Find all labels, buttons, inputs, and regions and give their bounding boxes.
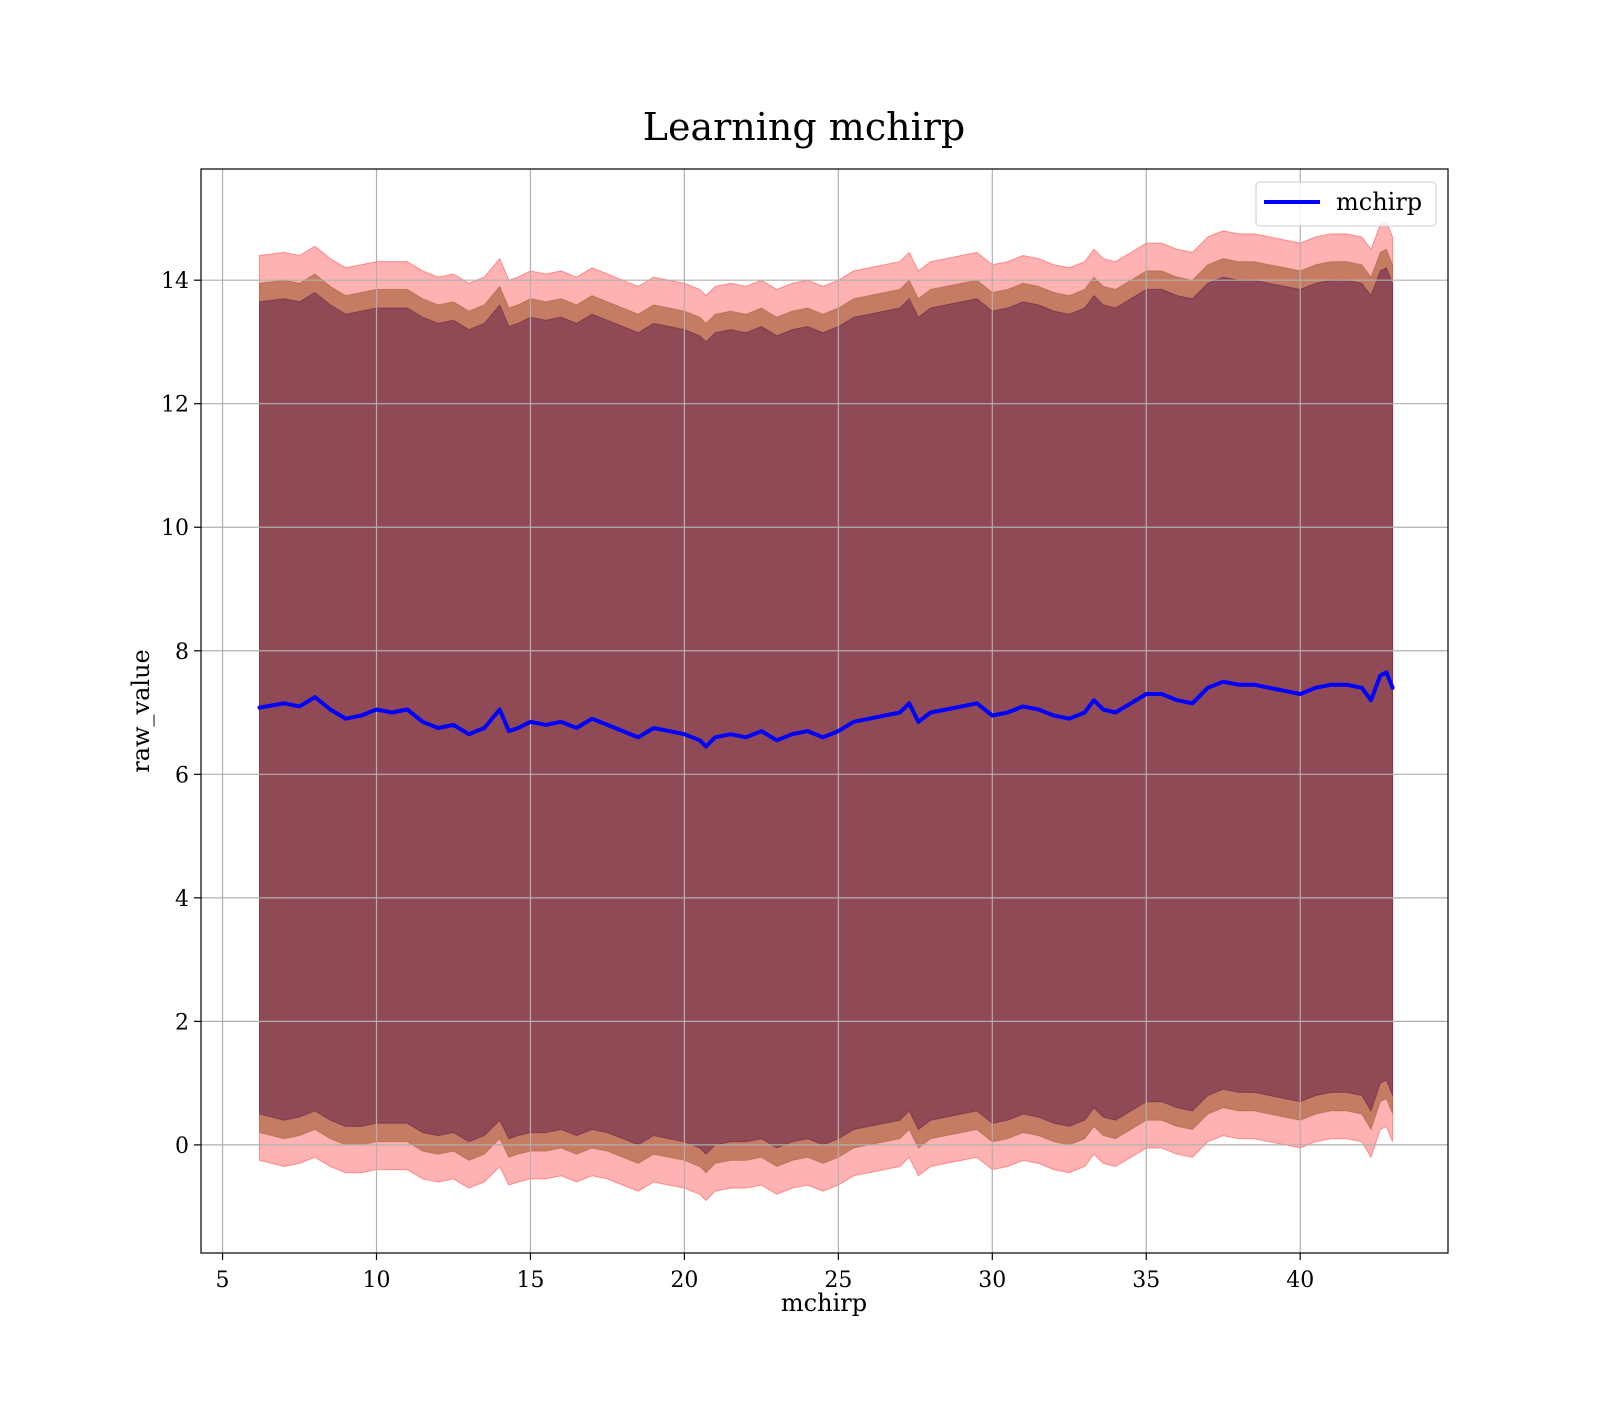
y-axis-label: raw_value bbox=[127, 649, 155, 773]
x-tick-label: 10 bbox=[363, 1268, 391, 1293]
series-line-mchirp bbox=[257, 670, 1395, 749]
x-tick-label: 40 bbox=[1286, 1268, 1314, 1293]
x-axis-label: mchirp bbox=[781, 1289, 867, 1317]
plot-frame bbox=[200, 168, 1449, 1254]
y-tick-label: 4 bbox=[175, 887, 189, 912]
y-tick-label: 8 bbox=[175, 640, 189, 665]
y-tick-label: 12 bbox=[161, 393, 189, 418]
legend-box bbox=[1255, 181, 1437, 227]
x-tick-label: 25 bbox=[824, 1268, 852, 1293]
x-tick-label: 20 bbox=[670, 1268, 698, 1293]
y-tick-label: 10 bbox=[161, 516, 189, 541]
legend: mchirp bbox=[1255, 181, 1437, 227]
x-tick-label: 30 bbox=[978, 1268, 1006, 1293]
y-tick-label: 14 bbox=[161, 269, 189, 294]
x-tick-layer: 5 10 15 20 25 30 35 40 bbox=[216, 1253, 1314, 1293]
band-inner bbox=[259, 267, 1394, 1155]
grid-layer bbox=[201, 169, 1448, 1253]
line-layer bbox=[257, 670, 1395, 749]
y-tick-label: 6 bbox=[175, 763, 189, 788]
legend-label: mchirp bbox=[1336, 188, 1422, 216]
x-tick-label: 35 bbox=[1132, 1268, 1160, 1293]
band-layer bbox=[259, 220, 1394, 1202]
band-middle bbox=[259, 248, 1394, 1174]
y-tick-label: 2 bbox=[175, 1010, 189, 1035]
x-tick-label: 15 bbox=[516, 1268, 544, 1293]
y-tick-layer: 0 2 4 6 8 10 12 14 bbox=[161, 269, 201, 1159]
chart-title: Learning mchirp bbox=[643, 105, 965, 149]
x-tick-label: 5 bbox=[216, 1268, 230, 1293]
y-tick-label: 0 bbox=[175, 1134, 189, 1159]
